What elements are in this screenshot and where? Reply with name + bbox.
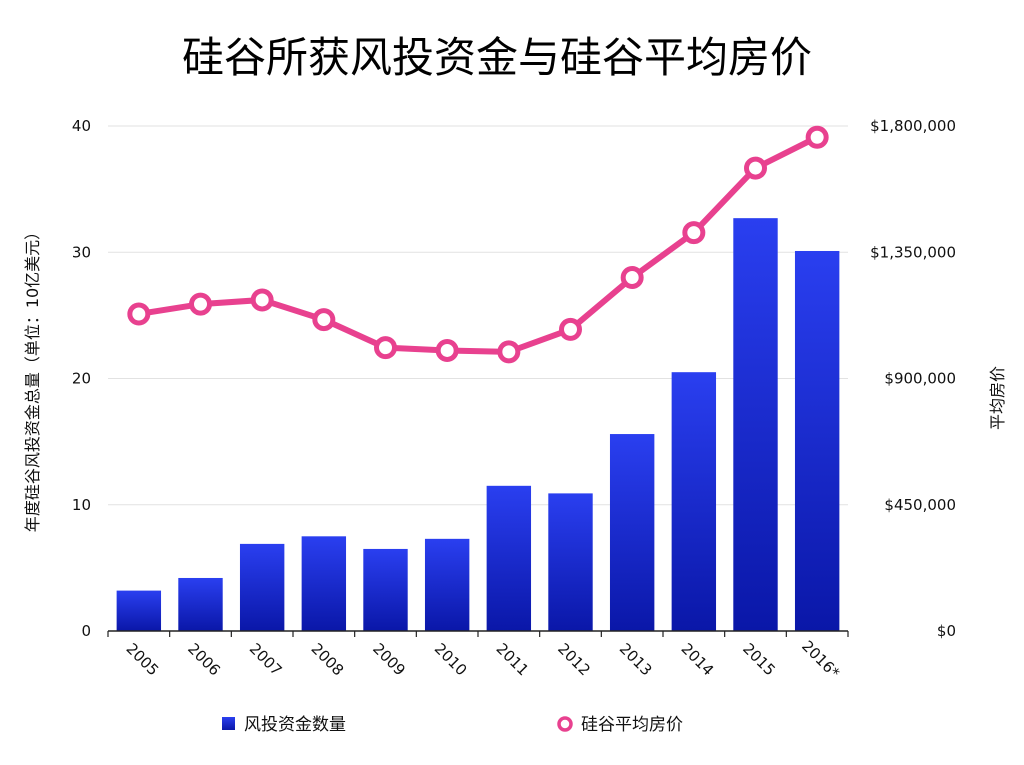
price-point: [805, 125, 829, 149]
bar: [301, 536, 347, 631]
left-tick-label: 20: [72, 370, 91, 388]
left-tick-label: 0: [81, 622, 91, 640]
bar: [178, 577, 223, 631]
legend-bar-label: 风投资金数量: [244, 715, 346, 735]
x-tick-label: 2010: [431, 640, 471, 680]
price-point: [189, 292, 212, 316]
price-point: [682, 221, 706, 245]
legend-line-label: 硅谷平均房价: [581, 715, 683, 735]
x-tick-label: 2016*: [798, 637, 843, 682]
price-point: [250, 288, 274, 312]
bar: [486, 485, 532, 631]
line-layer: [127, 125, 829, 364]
bar: [239, 543, 285, 631]
x-tick-label: 2006: [184, 640, 224, 680]
bar: [424, 538, 470, 631]
price-line: [135, 134, 821, 355]
price-point: [312, 308, 336, 332]
left-tick-label: 10: [72, 496, 91, 514]
bar: [794, 250, 840, 632]
x-tick-label: 2015: [739, 640, 779, 680]
right-tick-label: $1,350,000: [870, 243, 956, 261]
x-tick-label: 2012: [554, 640, 594, 680]
legend-line-marker: [557, 716, 573, 732]
x-tick-label: 2013: [616, 640, 656, 680]
chart-title: 硅谷所获风投资金与硅谷平均房价: [182, 33, 812, 82]
grid-layer: [108, 125, 848, 506]
x-tick-label: 2009: [369, 640, 409, 680]
price-point: [374, 336, 397, 360]
price-point: [497, 340, 521, 364]
right-tick-label: $900,000: [884, 370, 956, 388]
left-axis-title: 年度硅谷风投资金总量（单位：10亿美元）: [23, 224, 42, 532]
legend: 风投资金数量 硅谷平均房价: [222, 715, 683, 735]
legend-bar-swatch: [222, 717, 235, 730]
bar: [609, 434, 655, 631]
axis-layer: [107, 630, 849, 637]
x-tick-label: 2008: [308, 640, 348, 680]
x-tick-label: 2005: [123, 640, 163, 680]
x-tick-label: 2014: [678, 640, 718, 680]
bar: [548, 493, 593, 631]
price-point: [559, 317, 582, 341]
price-point: [127, 302, 151, 326]
x-tick-label: 2011: [493, 640, 533, 680]
bar: [363, 548, 408, 631]
right-tick-label: $0: [937, 622, 956, 640]
bar-layer: [116, 218, 840, 632]
bar: [733, 218, 778, 631]
bar: [671, 372, 717, 631]
right-axis-title: 平均房价: [988, 366, 1007, 430]
left-tick-label: 40: [72, 117, 91, 135]
bar: [116, 590, 162, 631]
left-tick-label: 30: [72, 243, 91, 261]
price-point: [620, 266, 644, 289]
price-point: [744, 156, 767, 180]
x-tick-label: 2007: [246, 640, 286, 680]
price-point: [435, 338, 459, 362]
right-tick-label: $450,000: [884, 496, 956, 514]
right-tick-label: $1,800,000: [870, 117, 956, 135]
